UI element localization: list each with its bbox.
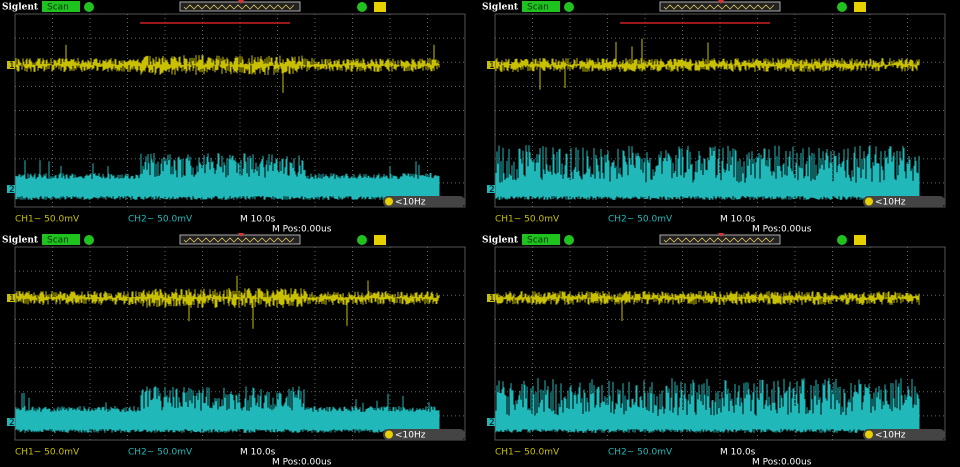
mode-icon	[564, 2, 574, 12]
scope-panel: Siglent Scan 1 2 <10Hz CH1~ 50.0mV CH2~ 50.0mV…	[2, 233, 466, 467]
ch2-marker-box	[7, 418, 15, 426]
ch1-marker-box	[7, 61, 15, 69]
mode-icon	[84, 2, 94, 12]
timebase: M 10.0s	[240, 448, 276, 458]
mode: Scan	[527, 236, 549, 246]
trigger-freq: <10Hz	[875, 198, 906, 208]
m-pos: M Pos:0.00us	[272, 225, 332, 235]
ch1-marker-box	[487, 294, 495, 302]
mode: Scan	[527, 3, 549, 13]
mode: Scan	[47, 236, 69, 246]
ch1-marker-box	[487, 61, 495, 69]
m-pos: M Pos:0.00us	[752, 225, 812, 235]
print-icon	[854, 235, 866, 245]
ch2-marker: 2	[9, 185, 15, 195]
trigger-pos	[238, 233, 244, 237]
scope-panel: Siglent Scan 1 2 <10Hz CH1~ 50.0mV CH2~ 50.0mV…	[482, 233, 946, 467]
mode-box	[42, 1, 80, 12]
ch2-scale: CH2~ 50.0mV	[128, 215, 193, 225]
freq-icon	[385, 430, 393, 439]
ch2-waveform	[495, 378, 920, 433]
ch1-marker-box	[7, 294, 15, 302]
trigger-pos	[718, 0, 724, 4]
ch2-scale: CH2~ 50.0mV	[608, 215, 673, 225]
ch2-marker: 2	[9, 418, 15, 428]
scope-panel: Siglent Scan 1 2 <10Hz CH1~ 50.0mV CH2~ 50.0mV…	[482, 0, 946, 235]
trigger-icon	[357, 235, 367, 245]
timeline-wave	[663, 237, 775, 243]
ch1-scale: CH1~ 50.0mV	[15, 448, 80, 458]
ch1-waveform	[15, 44, 440, 93]
timebase: M 10.0s	[720, 215, 756, 225]
freq-box	[383, 196, 465, 207]
ch2-waveform	[15, 153, 440, 200]
ch2-marker: 2	[489, 185, 495, 195]
ch2-marker-box	[487, 185, 495, 193]
ch1-waveform	[15, 275, 440, 329]
mode-box	[42, 234, 80, 245]
trigger-icon	[357, 2, 367, 12]
ch2-waveform	[495, 145, 920, 200]
ch1-marker: 1	[489, 61, 495, 71]
freq-icon	[865, 430, 873, 439]
timeline-wave	[183, 4, 295, 10]
ch2-marker-box	[487, 418, 495, 426]
brand: Siglent	[2, 236, 39, 246]
timeline-wave	[663, 4, 775, 10]
m-pos: M Pos:0.00us	[272, 458, 332, 467]
freq-box	[863, 196, 945, 207]
ch1-marker: 1	[489, 294, 495, 304]
freq-icon	[385, 197, 393, 206]
timebase: M 10.0s	[240, 215, 276, 225]
mode: Scan	[47, 3, 69, 13]
scope-panel: Siglent Scan 1 2 <10Hz CH1~ 50.0mV CH2~ 50.0mV…	[2, 0, 466, 235]
brand: Siglent	[2, 3, 39, 13]
ch1-marker: 1	[9, 61, 15, 71]
ch2-waveform	[15, 386, 440, 433]
mode-icon	[564, 235, 574, 245]
ch1-scale: CH1~ 50.0mV	[495, 215, 560, 225]
print-icon	[374, 2, 386, 12]
timebase: M 10.0s	[720, 448, 756, 458]
ch1-scale: CH1~ 50.0mV	[495, 448, 560, 458]
trigger-pos	[238, 0, 244, 4]
ch1-marker: 1	[9, 294, 15, 304]
ch1-waveform	[495, 291, 920, 321]
trigger-freq: <10Hz	[395, 431, 426, 441]
mode-box	[522, 1, 560, 12]
trigger-freq: <10Hz	[395, 198, 426, 208]
trigger-icon	[837, 2, 847, 12]
mode-box	[522, 234, 560, 245]
brand: Siglent	[482, 236, 519, 246]
print-icon	[854, 2, 866, 12]
ch2-marker: 2	[489, 418, 495, 428]
print-icon	[374, 235, 386, 245]
ch2-scale: CH2~ 50.0mV	[608, 448, 673, 458]
trigger-pos	[718, 233, 724, 237]
ch1-scale: CH1~ 50.0mV	[15, 215, 80, 225]
trigger-freq: <10Hz	[875, 431, 906, 441]
ch2-marker-box	[7, 185, 15, 193]
freq-box	[383, 429, 465, 440]
ch1-waveform	[495, 38, 920, 90]
m-pos: M Pos:0.00us	[752, 458, 812, 467]
brand: Siglent	[482, 3, 519, 13]
trigger-icon	[837, 235, 847, 245]
freq-box	[863, 429, 945, 440]
ch2-scale: CH2~ 50.0mV	[128, 448, 193, 458]
freq-icon	[865, 197, 873, 206]
mode-icon	[84, 235, 94, 245]
timeline-wave	[183, 237, 295, 243]
